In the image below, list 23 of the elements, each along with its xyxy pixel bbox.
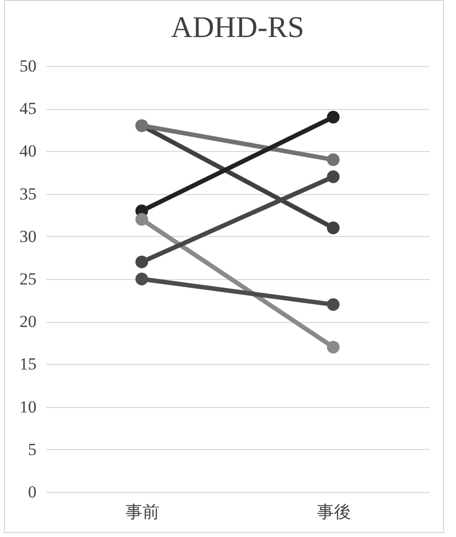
y-tick-label: 15	[20, 354, 36, 374]
point	[326, 110, 340, 124]
y-tick-label: 0	[28, 482, 36, 502]
point	[326, 222, 340, 234]
point	[326, 153, 340, 166]
y-tick-label: 5	[28, 440, 36, 459]
y-tick-label: 35	[20, 184, 36, 204]
y-tick-label: 30	[20, 226, 36, 246]
x-tick-label: 事前	[125, 502, 160, 522]
y-tick-label: 25	[20, 270, 36, 288]
point	[326, 298, 340, 311]
y-tick-label: 40	[20, 142, 36, 161]
point	[135, 213, 148, 226]
chart-title: ADHD-RS	[170, 11, 304, 44]
y-tick-label: 50	[20, 56, 36, 76]
x-tick-label: 事後	[316, 502, 351, 522]
point	[326, 340, 340, 354]
y-tick-label: 20	[20, 312, 36, 332]
point	[135, 272, 148, 286]
y-tick-label: 45	[20, 99, 36, 118]
point	[135, 256, 148, 268]
point	[326, 170, 340, 184]
y-tick-label: 10	[20, 397, 36, 416]
